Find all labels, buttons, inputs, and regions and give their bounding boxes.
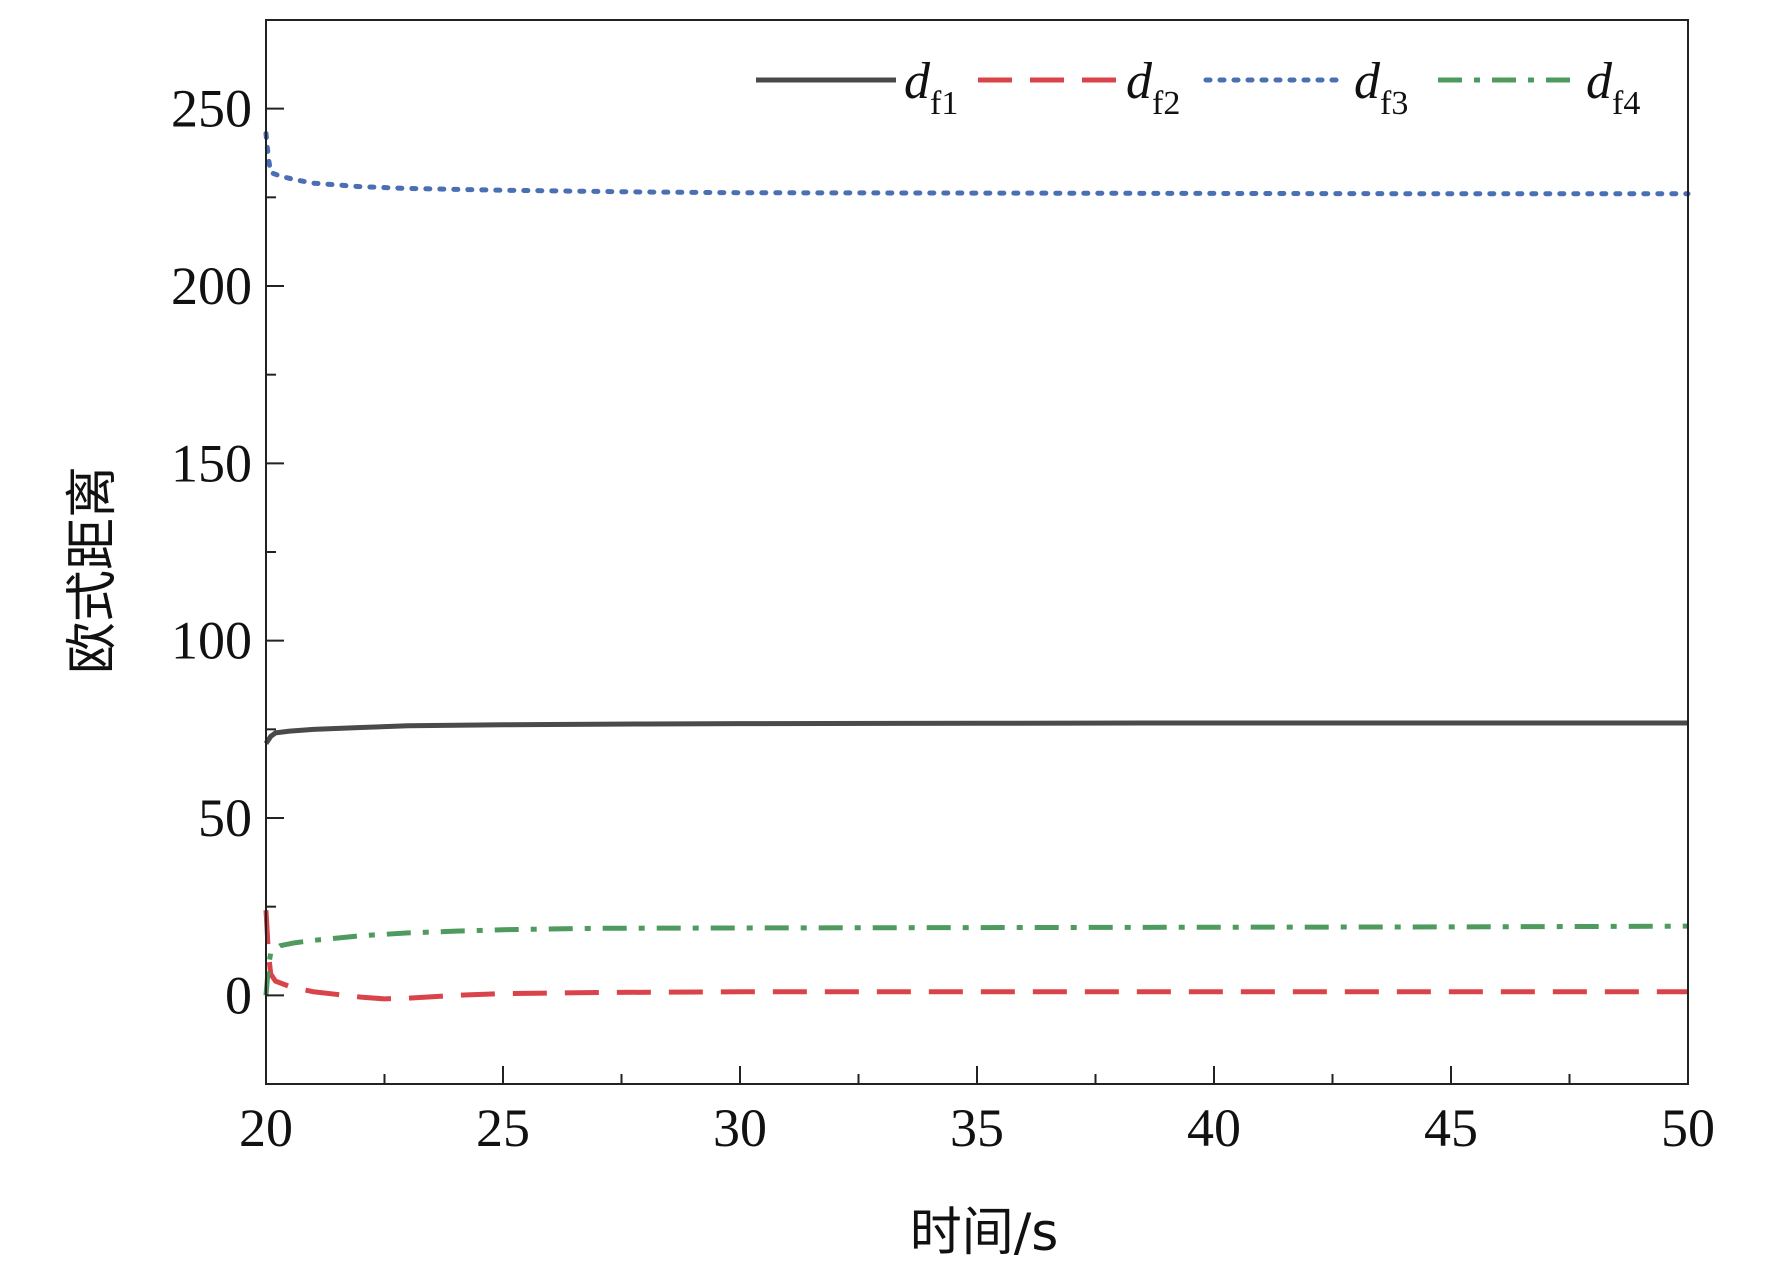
plot-area xyxy=(263,130,1691,1002)
x-axis-title: 时间/s xyxy=(910,1203,1059,1263)
y-tick-label-250: 250 xyxy=(171,79,252,139)
legend-label-df1: df1 xyxy=(904,53,958,122)
legend: df1 df2 df3 df4 xyxy=(756,53,1640,122)
x-tick-label-20: 20 xyxy=(239,1098,293,1158)
series-line-df1 xyxy=(263,720,1688,745)
x-tick-label-45: 45 xyxy=(1424,1098,1478,1158)
legend-label-df3: df3 xyxy=(1354,53,1408,122)
x-tick-label-30: 30 xyxy=(713,1098,767,1158)
legend-label-df2: df2 xyxy=(1126,53,1180,122)
series-line-df4 xyxy=(263,923,1689,996)
x-tick-label-25: 25 xyxy=(476,1098,530,1158)
x-tick-label-40: 40 xyxy=(1187,1098,1241,1158)
x-tick-label-35: 35 xyxy=(950,1098,1004,1158)
series-line-df3 xyxy=(263,130,1691,197)
y-tick-label-150: 150 xyxy=(171,433,252,493)
y-tick-label-0: 0 xyxy=(225,965,252,1025)
series-line-df2 xyxy=(263,910,1688,1002)
y-tick-label-50: 50 xyxy=(198,788,252,848)
y-tick-label-200: 200 xyxy=(171,256,252,316)
y-axis-title: 欧式距离 xyxy=(63,466,123,674)
x-tick-label-50: 50 xyxy=(1661,1098,1715,1158)
axes: 20 25 30 35 40 45 50 0 50 100 150 200 250 xyxy=(171,19,1715,1158)
legend-label-df4: df4 xyxy=(1586,53,1640,122)
y-tick-label-100: 100 xyxy=(171,611,252,671)
